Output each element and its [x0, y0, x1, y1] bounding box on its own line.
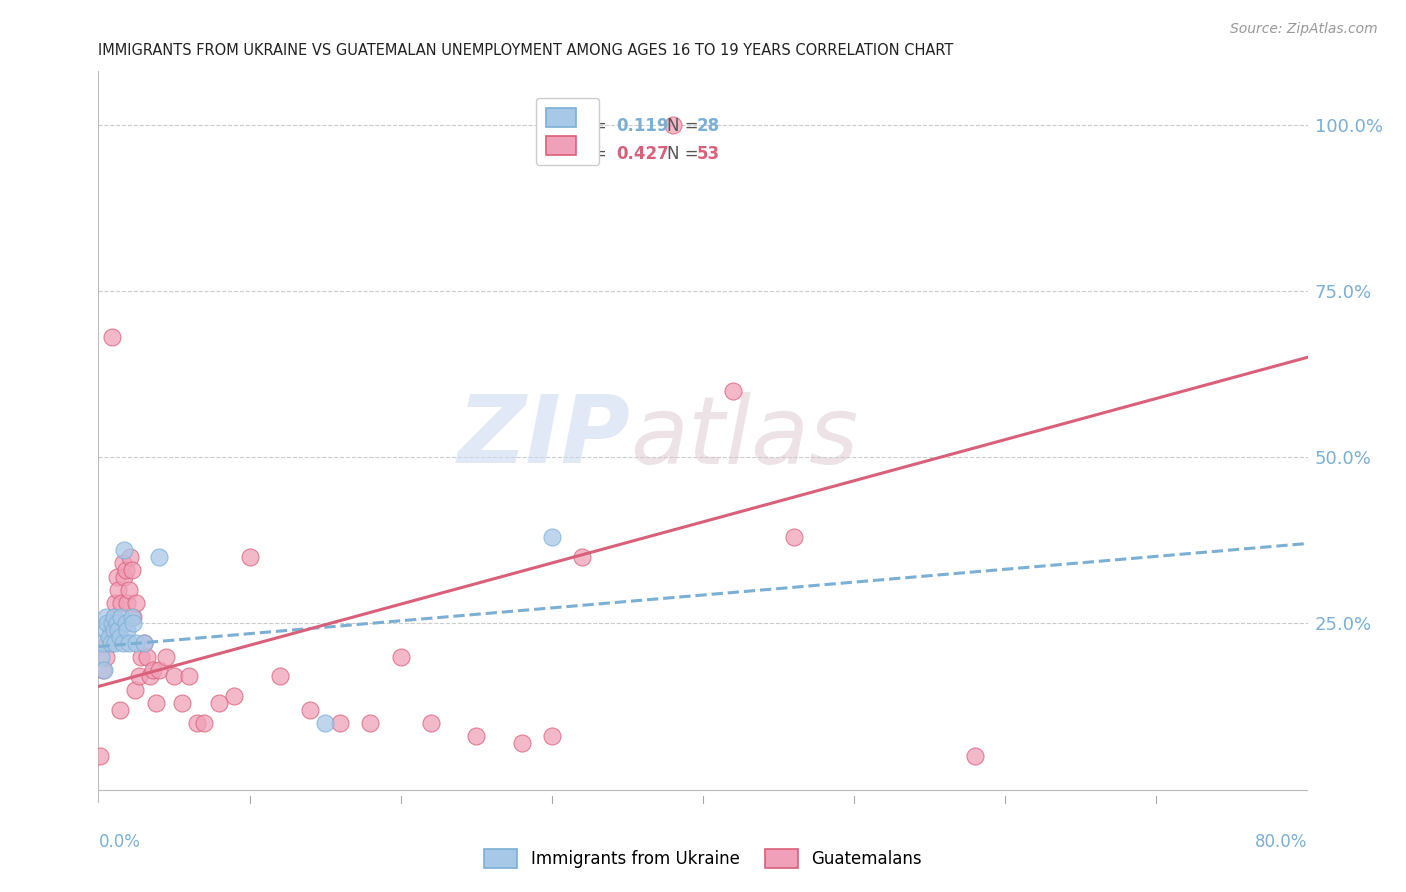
Point: [135, 649, 157, 664]
Point: [148, 549, 170, 564]
Point: [329, 716, 352, 731]
Point: [540, 530, 562, 544]
Point: [783, 530, 806, 544]
Point: [107, 582, 129, 597]
Point: [465, 729, 488, 743]
Text: 0.119: 0.119: [616, 118, 668, 136]
Point: [132, 636, 155, 650]
Legend: , : ,: [536, 98, 599, 165]
Point: [105, 616, 128, 631]
Point: [98, 630, 121, 644]
Point: [314, 716, 336, 731]
Point: [124, 682, 146, 697]
Point: [89, 749, 111, 764]
Point: [101, 616, 124, 631]
Point: [125, 636, 148, 650]
Point: [111, 557, 134, 571]
Point: [540, 729, 562, 743]
Point: [208, 696, 231, 710]
Point: [723, 384, 745, 398]
Point: [299, 703, 322, 717]
Point: [510, 736, 533, 750]
Text: 0.0%: 0.0%: [98, 833, 141, 851]
Text: 53: 53: [697, 145, 720, 162]
Point: [93, 663, 115, 677]
Point: [269, 669, 291, 683]
Point: [142, 663, 165, 677]
Text: R =: R =: [576, 118, 612, 136]
Point: [571, 549, 593, 564]
Point: [114, 563, 136, 577]
Point: [105, 570, 128, 584]
Point: [94, 623, 117, 637]
Point: [122, 616, 145, 631]
Point: [111, 636, 134, 650]
Point: [104, 596, 127, 610]
Point: [224, 690, 246, 704]
Point: [120, 549, 142, 564]
Text: atlas: atlas: [630, 392, 859, 483]
Point: [110, 596, 132, 610]
Text: 28: 28: [697, 118, 720, 136]
Point: [103, 609, 125, 624]
Point: [389, 649, 412, 664]
Point: [114, 616, 136, 631]
Point: [104, 636, 127, 650]
Point: [193, 716, 215, 731]
Point: [179, 669, 201, 683]
Point: [115, 623, 138, 637]
Point: [103, 609, 125, 624]
Text: 0.427: 0.427: [616, 145, 669, 162]
Point: [108, 630, 131, 644]
Point: [420, 716, 443, 731]
Point: [100, 636, 122, 650]
Point: [90, 649, 112, 664]
Point: [139, 669, 162, 683]
Text: N =: N =: [666, 118, 703, 136]
Point: [965, 749, 987, 764]
Point: [112, 543, 135, 558]
Point: [122, 609, 145, 624]
Point: [91, 663, 114, 677]
Point: [101, 330, 124, 344]
Point: [163, 669, 186, 683]
Text: Source: ZipAtlas.com: Source: ZipAtlas.com: [1230, 22, 1378, 37]
Text: N =: N =: [666, 145, 703, 162]
Point: [121, 609, 143, 624]
Point: [121, 563, 143, 577]
Point: [103, 623, 125, 637]
Point: [107, 623, 129, 637]
Point: [239, 549, 262, 564]
Legend: Immigrants from Ukraine, Guatemalans: Immigrants from Ukraine, Guatemalans: [478, 842, 928, 875]
Point: [108, 703, 131, 717]
Point: [145, 696, 167, 710]
Text: R =: R =: [576, 145, 612, 162]
Point: [360, 716, 382, 731]
Point: [94, 609, 117, 624]
Point: [132, 636, 155, 650]
Point: [118, 636, 141, 650]
Point: [170, 696, 193, 710]
Point: [112, 570, 135, 584]
Text: ZIP: ZIP: [457, 391, 630, 483]
Point: [128, 669, 150, 683]
Point: [100, 623, 122, 637]
Point: [115, 596, 138, 610]
Point: [125, 596, 148, 610]
Point: [118, 582, 141, 597]
Point: [155, 649, 177, 664]
Point: [129, 649, 152, 664]
Point: [110, 609, 132, 624]
Point: [96, 616, 118, 631]
Text: IMMIGRANTS FROM UKRAINE VS GUATEMALAN UNEMPLOYMENT AMONG AGES 16 TO 19 YEARS COR: IMMIGRANTS FROM UKRAINE VS GUATEMALAN UN…: [98, 43, 953, 58]
Point: [148, 663, 170, 677]
Text: 80.0%: 80.0%: [1256, 833, 1308, 851]
Point: [94, 649, 117, 664]
Point: [96, 636, 118, 650]
Point: [186, 716, 208, 731]
Point: [661, 118, 683, 132]
Point: [91, 636, 114, 650]
